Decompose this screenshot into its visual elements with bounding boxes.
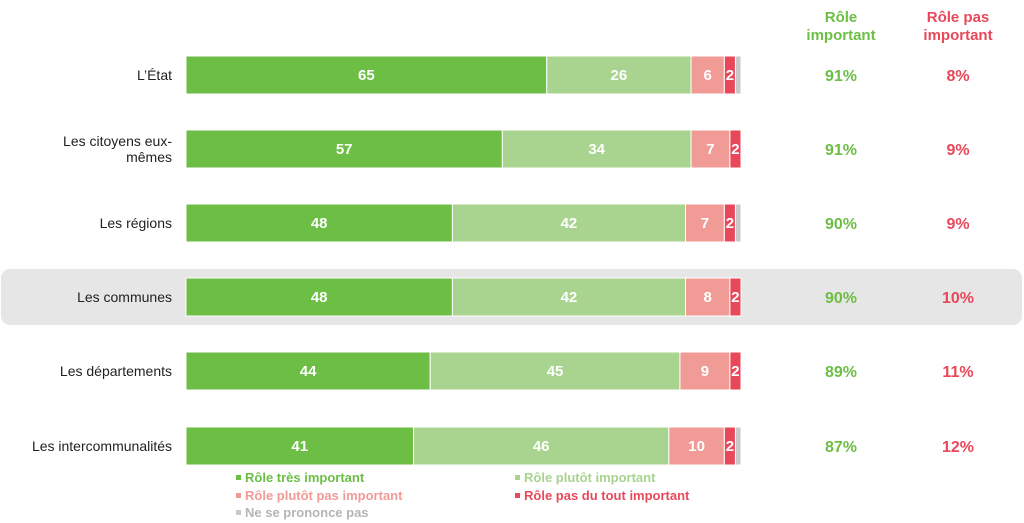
bar-row bbox=[185, 55, 742, 95]
summary-important-value: 90% bbox=[825, 216, 857, 233]
segment-value-label: 2 bbox=[726, 215, 734, 232]
summary-pas-important-value: 10% bbox=[942, 290, 974, 307]
header-role-pas-important: Rôle pas important bbox=[923, 9, 992, 44]
summary-pas-important-value: 12% bbox=[942, 439, 974, 456]
legend-swatch bbox=[236, 510, 241, 515]
bar-row bbox=[185, 203, 742, 243]
legend-item: Rôle très important bbox=[236, 470, 364, 485]
segment-value-label: 2 bbox=[726, 438, 734, 455]
segment-value-label: 48 bbox=[311, 289, 328, 306]
summary-important-value: 91% bbox=[825, 68, 857, 85]
seg-plutot-pas-important bbox=[690, 129, 731, 169]
seg-ne-se-prononce-pas bbox=[734, 203, 742, 243]
category-label: Les intercommunalités bbox=[32, 438, 172, 454]
legend-label: Rôle plutôt important bbox=[524, 470, 656, 485]
segment-value-label: 42 bbox=[561, 215, 578, 232]
segment-value-label: 9 bbox=[701, 363, 709, 380]
segment-value-label: 45 bbox=[547, 363, 564, 380]
seg-ne-se-prononce-pas bbox=[734, 426, 742, 466]
seg-plutot-pas-important bbox=[685, 277, 731, 317]
seg-plutot-important bbox=[501, 129, 692, 169]
summary-important-value: 89% bbox=[825, 364, 857, 381]
segment-value-label: 57 bbox=[336, 141, 353, 158]
summary-important-value: 90% bbox=[825, 290, 857, 307]
seg-tres-important bbox=[185, 129, 503, 169]
legend-label: Rôle très important bbox=[245, 470, 365, 485]
legend-label: Rôle plutôt pas important bbox=[245, 488, 403, 503]
seg-pas-du-tout-important bbox=[729, 277, 742, 317]
seg-plutot-important bbox=[546, 55, 692, 95]
segment-value-label: 2 bbox=[731, 289, 739, 306]
bar-row bbox=[185, 351, 742, 391]
seg-plutot-pas-important bbox=[668, 426, 725, 466]
legend-item: Rôle pas du tout important bbox=[515, 488, 689, 503]
summary-pas-important-value: 9% bbox=[946, 142, 969, 159]
seg-tres-important bbox=[185, 277, 453, 317]
summary-important-value: 87% bbox=[825, 439, 857, 456]
legend-item: Rôle plutôt pas important bbox=[236, 488, 402, 503]
summary-pas-important-value: 8% bbox=[946, 68, 969, 85]
header-role-important: Rôle important bbox=[806, 9, 875, 44]
seg-plutot-important bbox=[451, 277, 686, 317]
segment-value-label: 44 bbox=[300, 363, 317, 380]
summary-important-value: 91% bbox=[825, 142, 857, 159]
category-label: Les communes bbox=[77, 289, 172, 305]
category-label: Les régions bbox=[100, 215, 172, 231]
bar-row bbox=[185, 277, 742, 317]
category-label: Les départements bbox=[60, 363, 172, 379]
segment-value-label: 46 bbox=[533, 438, 550, 455]
bar-row bbox=[185, 129, 742, 169]
segment-value-label: 2 bbox=[726, 67, 734, 84]
category-label: L’État bbox=[137, 67, 172, 83]
segment-value-label: 42 bbox=[561, 289, 578, 306]
legend-swatch bbox=[515, 475, 520, 480]
seg-ne-se-prononce-pas bbox=[734, 55, 742, 95]
segment-value-label: 6 bbox=[704, 67, 712, 84]
summary-pas-important-value: 9% bbox=[946, 216, 969, 233]
legend-item: Rôle plutôt important bbox=[515, 470, 655, 485]
legend-swatch bbox=[236, 475, 241, 480]
segment-value-label: 26 bbox=[611, 67, 628, 84]
seg-plutot-pas-important bbox=[685, 203, 725, 243]
bar-row bbox=[185, 426, 742, 466]
seg-tres-important bbox=[185, 426, 415, 466]
segment-value-label: 41 bbox=[291, 438, 308, 455]
seg-pas-du-tout-important bbox=[729, 129, 742, 169]
segment-value-label: 10 bbox=[688, 438, 705, 455]
segment-value-label: 2 bbox=[731, 363, 739, 380]
segment-value-label: 48 bbox=[311, 215, 328, 232]
segment-value-label: 2 bbox=[731, 141, 739, 158]
legend-item: Ne se prononce pas bbox=[236, 505, 369, 520]
legend-label: Rôle pas du tout important bbox=[524, 488, 690, 503]
summary-pas-important-value: 11% bbox=[942, 364, 973, 381]
segment-value-label: 8 bbox=[704, 289, 712, 306]
seg-pas-du-tout-important bbox=[729, 351, 742, 391]
legend-label: Ne se prononce pas bbox=[245, 505, 369, 520]
legend-swatch bbox=[236, 493, 241, 498]
seg-plutot-important bbox=[413, 426, 670, 466]
seg-tres-important bbox=[185, 203, 453, 243]
segment-value-label: 65 bbox=[358, 67, 375, 84]
segment-value-label: 7 bbox=[706, 141, 714, 158]
seg-tres-important bbox=[185, 351, 431, 391]
legend-swatch bbox=[515, 493, 520, 498]
segment-value-label: 7 bbox=[701, 215, 709, 232]
category-label: Les citoyens eux-mêmes bbox=[63, 133, 172, 165]
segment-value-label: 34 bbox=[588, 141, 605, 158]
